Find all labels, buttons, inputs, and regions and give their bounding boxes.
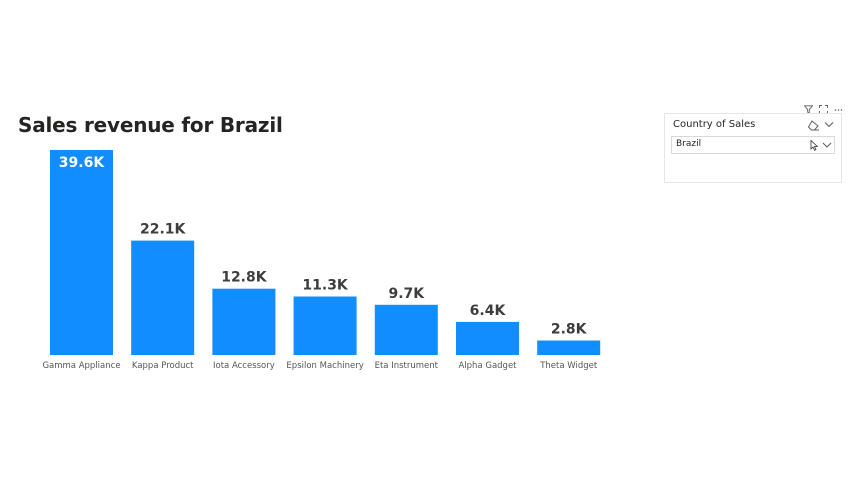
- data-label: 11.3K: [302, 278, 349, 294]
- data-label: 2.8K: [551, 322, 588, 338]
- x-tick-label: Theta Widget: [539, 361, 598, 371]
- country-slicer: Country of Sales Brazil: [664, 113, 842, 183]
- data-label: 6.4K: [470, 303, 507, 319]
- data-label: 9.7K: [388, 286, 425, 302]
- mouse-pointer-icon: [810, 140, 819, 151]
- x-tick-label: Iota Accessory: [213, 361, 275, 371]
- data-label: 12.8K: [221, 270, 268, 286]
- bars-layer: [50, 150, 601, 356]
- bar-eta-instrument[interactable]: [374, 304, 438, 355]
- bar-kappa-product[interactable]: [131, 240, 195, 355]
- x-tick-label: Eta Instrument: [375, 361, 439, 371]
- slicer-dropdown[interactable]: Brazil: [671, 136, 835, 154]
- bar-gamma-appliance[interactable]: [50, 150, 113, 355]
- x-axis-tick-labels: Gamma Appliance Kappa Product Iota Accesso…: [42, 361, 597, 371]
- filter-icon[interactable]: [804, 104, 813, 114]
- focus-mode-icon[interactable]: [819, 104, 828, 114]
- slicer-selected-value: Brazil: [676, 139, 702, 149]
- bar-alpha-gadget[interactable]: [456, 321, 519, 355]
- slicer-header-icons: [804, 103, 843, 115]
- x-tick-label: Gamma Appliance: [42, 361, 120, 371]
- chart-title: Sales revenue for Brazil: [18, 113, 283, 137]
- bar-iota-accessory[interactable]: [212, 288, 276, 355]
- more-options-icon[interactable]: [834, 105, 843, 114]
- dropdown-chevron-icon[interactable]: [822, 141, 832, 149]
- x-tick-label: Kappa Product: [132, 361, 194, 371]
- x-tick-label: Alpha Gadget: [458, 361, 517, 371]
- x-tick-label: Epsilon Machinery: [286, 361, 363, 371]
- data-label: 22.1K: [140, 222, 187, 238]
- data-labels-layer: 39.6K 22.1K 12.8K 11.3K 9.7K 6.4K 2.8K: [59, 155, 588, 338]
- slicer-title: Country of Sales: [673, 119, 756, 130]
- eraser-icon[interactable]: [807, 119, 820, 131]
- chevron-down-icon[interactable]: [824, 120, 834, 129]
- bar-epsilon-machinery[interactable]: [293, 296, 357, 356]
- bar-theta-widget[interactable]: [537, 340, 601, 356]
- data-label: 39.6K: [59, 155, 106, 171]
